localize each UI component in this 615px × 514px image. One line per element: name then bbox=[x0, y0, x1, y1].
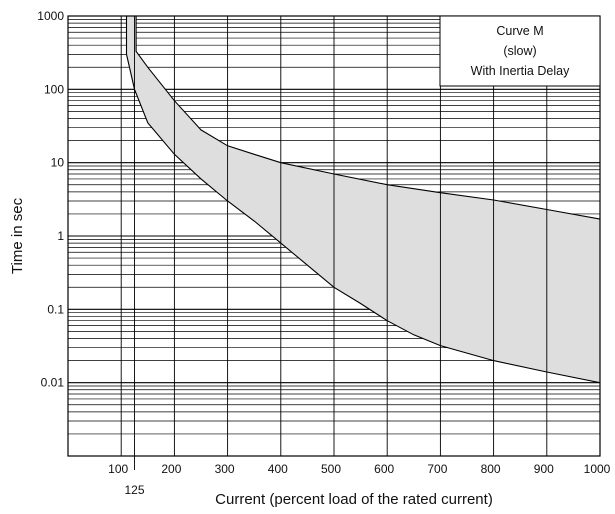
y-axis-title: Time in sec bbox=[9, 197, 26, 274]
tolerance-band-fill bbox=[126, 16, 600, 383]
x-tick-label: 100 bbox=[108, 462, 128, 476]
x-tick-label: 700 bbox=[427, 462, 447, 476]
y-tick-label: 100 bbox=[44, 82, 64, 96]
x-tick-label: 900 bbox=[534, 462, 554, 476]
y-tick-label: 1000 bbox=[37, 9, 64, 23]
x-tick-label: 200 bbox=[161, 462, 181, 476]
series-lines bbox=[125, 16, 601, 384]
y-tick-label: 1 bbox=[57, 229, 64, 243]
x-tick-label: 600 bbox=[374, 462, 394, 476]
x-tick-label: 400 bbox=[268, 462, 288, 476]
plot-frame bbox=[67, 15, 601, 457]
x-tick-label: 1000 bbox=[584, 462, 611, 476]
x-tick-label-125: 125 bbox=[124, 483, 144, 497]
legend-frame bbox=[439, 15, 601, 87]
y-tick-label: 0.1 bbox=[47, 302, 64, 316]
legend-box: Curve M (slow) With Inertia Delay bbox=[439, 15, 601, 87]
x-axis-title: Current (percent load of the rated curre… bbox=[215, 491, 493, 508]
lower-limit-curve bbox=[125, 16, 601, 384]
legend-line-curve: Curve M bbox=[496, 24, 543, 38]
y-tick-label: 10 bbox=[51, 156, 65, 170]
x-tick-label: 800 bbox=[481, 462, 501, 476]
x-tick-label: 500 bbox=[321, 462, 341, 476]
legend-line-speed: (slow) bbox=[503, 44, 536, 58]
x-tick-label: 300 bbox=[215, 462, 235, 476]
legend-line-delay: With Inertia Delay bbox=[471, 64, 570, 78]
y-tick-label: 0.01 bbox=[41, 376, 65, 390]
tick-labels: 100 200 300 400 500 600 700 800 900 1000125100010… bbox=[37, 9, 610, 497]
upper-limit-curve bbox=[135, 16, 601, 220]
vertical-grid bbox=[120, 16, 601, 470]
